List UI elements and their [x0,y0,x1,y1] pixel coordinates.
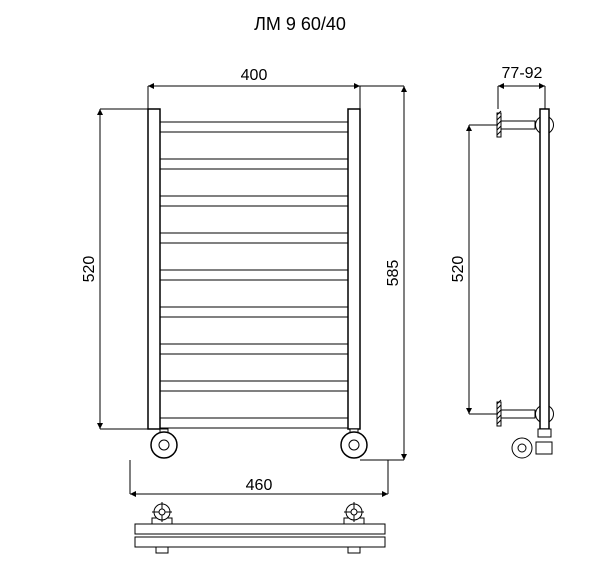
side-view [497,109,554,458]
svg-text:520: 520 [81,256,98,283]
svg-text:77-92: 77-92 [502,65,543,82]
front-view [148,109,367,458]
svg-text:400: 400 [241,67,268,84]
top-view [135,502,385,553]
svg-text:460: 460 [246,477,273,494]
dimension-drawing-svg: 400 460 520 585 77-92 520 [0,0,600,581]
svg-text:585: 585 [385,260,402,287]
svg-text:520: 520 [450,256,467,283]
drawing-title: ЛМ 9 60/40 [0,14,600,35]
